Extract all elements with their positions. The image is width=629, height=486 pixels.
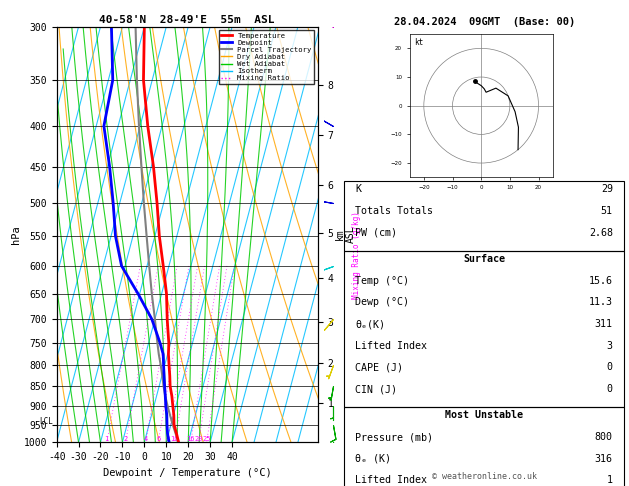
Text: Surface: Surface bbox=[463, 254, 505, 264]
Text: 3: 3 bbox=[607, 341, 613, 351]
Text: CAPE (J): CAPE (J) bbox=[355, 363, 403, 372]
Text: 11.3: 11.3 bbox=[589, 297, 613, 307]
Text: 1: 1 bbox=[607, 475, 613, 486]
Title: 40֊58'N  28֊49'E  55m  ASL: 40֊58'N 28֊49'E 55m ASL bbox=[99, 15, 275, 25]
Text: 29: 29 bbox=[601, 184, 613, 194]
Bar bbox=[344, 407, 624, 486]
Text: K: K bbox=[355, 184, 361, 194]
Text: 2.68: 2.68 bbox=[589, 228, 613, 238]
Text: 6: 6 bbox=[156, 436, 160, 442]
Text: 316: 316 bbox=[595, 454, 613, 464]
Text: 1: 1 bbox=[104, 436, 109, 442]
Text: Totals Totals: Totals Totals bbox=[355, 206, 433, 216]
Text: PW (cm): PW (cm) bbox=[355, 228, 398, 238]
Text: 25: 25 bbox=[203, 436, 211, 442]
Text: Dewp (°C): Dewp (°C) bbox=[355, 297, 409, 307]
Text: 0: 0 bbox=[607, 384, 613, 394]
Y-axis label: hPa: hPa bbox=[11, 225, 21, 244]
Bar bbox=[344, 181, 624, 251]
Text: LCL: LCL bbox=[40, 417, 53, 426]
Text: 800: 800 bbox=[595, 432, 613, 442]
Text: Most Unstable: Most Unstable bbox=[445, 410, 523, 420]
Text: 20: 20 bbox=[194, 436, 203, 442]
Text: 0: 0 bbox=[607, 363, 613, 372]
Text: 16: 16 bbox=[186, 436, 195, 442]
Text: Temp (°C): Temp (°C) bbox=[355, 276, 409, 286]
Text: Lifted Index: Lifted Index bbox=[355, 341, 427, 351]
Text: 2: 2 bbox=[123, 436, 128, 442]
Text: 10: 10 bbox=[170, 436, 179, 442]
Text: 15.6: 15.6 bbox=[589, 276, 613, 286]
X-axis label: Dewpoint / Temperature (°C): Dewpoint / Temperature (°C) bbox=[103, 468, 272, 478]
Text: © weatheronline.co.uk: © weatheronline.co.uk bbox=[431, 472, 537, 481]
Text: θₑ (K): θₑ (K) bbox=[355, 454, 391, 464]
Legend: Temperature, Dewpoint, Parcel Trajectory, Dry Adiabat, Wet Adiabat, Isotherm, Mi: Temperature, Dewpoint, Parcel Trajectory… bbox=[219, 30, 314, 84]
Text: 311: 311 bbox=[595, 319, 613, 329]
Text: 51: 51 bbox=[601, 206, 613, 216]
Text: Mixing Ratio (g/kg): Mixing Ratio (g/kg) bbox=[352, 211, 360, 299]
Text: 8: 8 bbox=[165, 436, 170, 442]
Text: Lifted Index: Lifted Index bbox=[355, 475, 427, 486]
Text: kt: kt bbox=[414, 38, 423, 47]
Y-axis label: km
ASL: km ASL bbox=[335, 226, 356, 243]
Text: 4: 4 bbox=[143, 436, 148, 442]
Text: 28.04.2024  09GMT  (Base: 00): 28.04.2024 09GMT (Base: 00) bbox=[394, 17, 575, 27]
Text: CIN (J): CIN (J) bbox=[355, 384, 398, 394]
Text: θₑ(K): θₑ(K) bbox=[355, 319, 385, 329]
Text: Pressure (mb): Pressure (mb) bbox=[355, 432, 433, 442]
Bar bbox=[344, 251, 624, 407]
